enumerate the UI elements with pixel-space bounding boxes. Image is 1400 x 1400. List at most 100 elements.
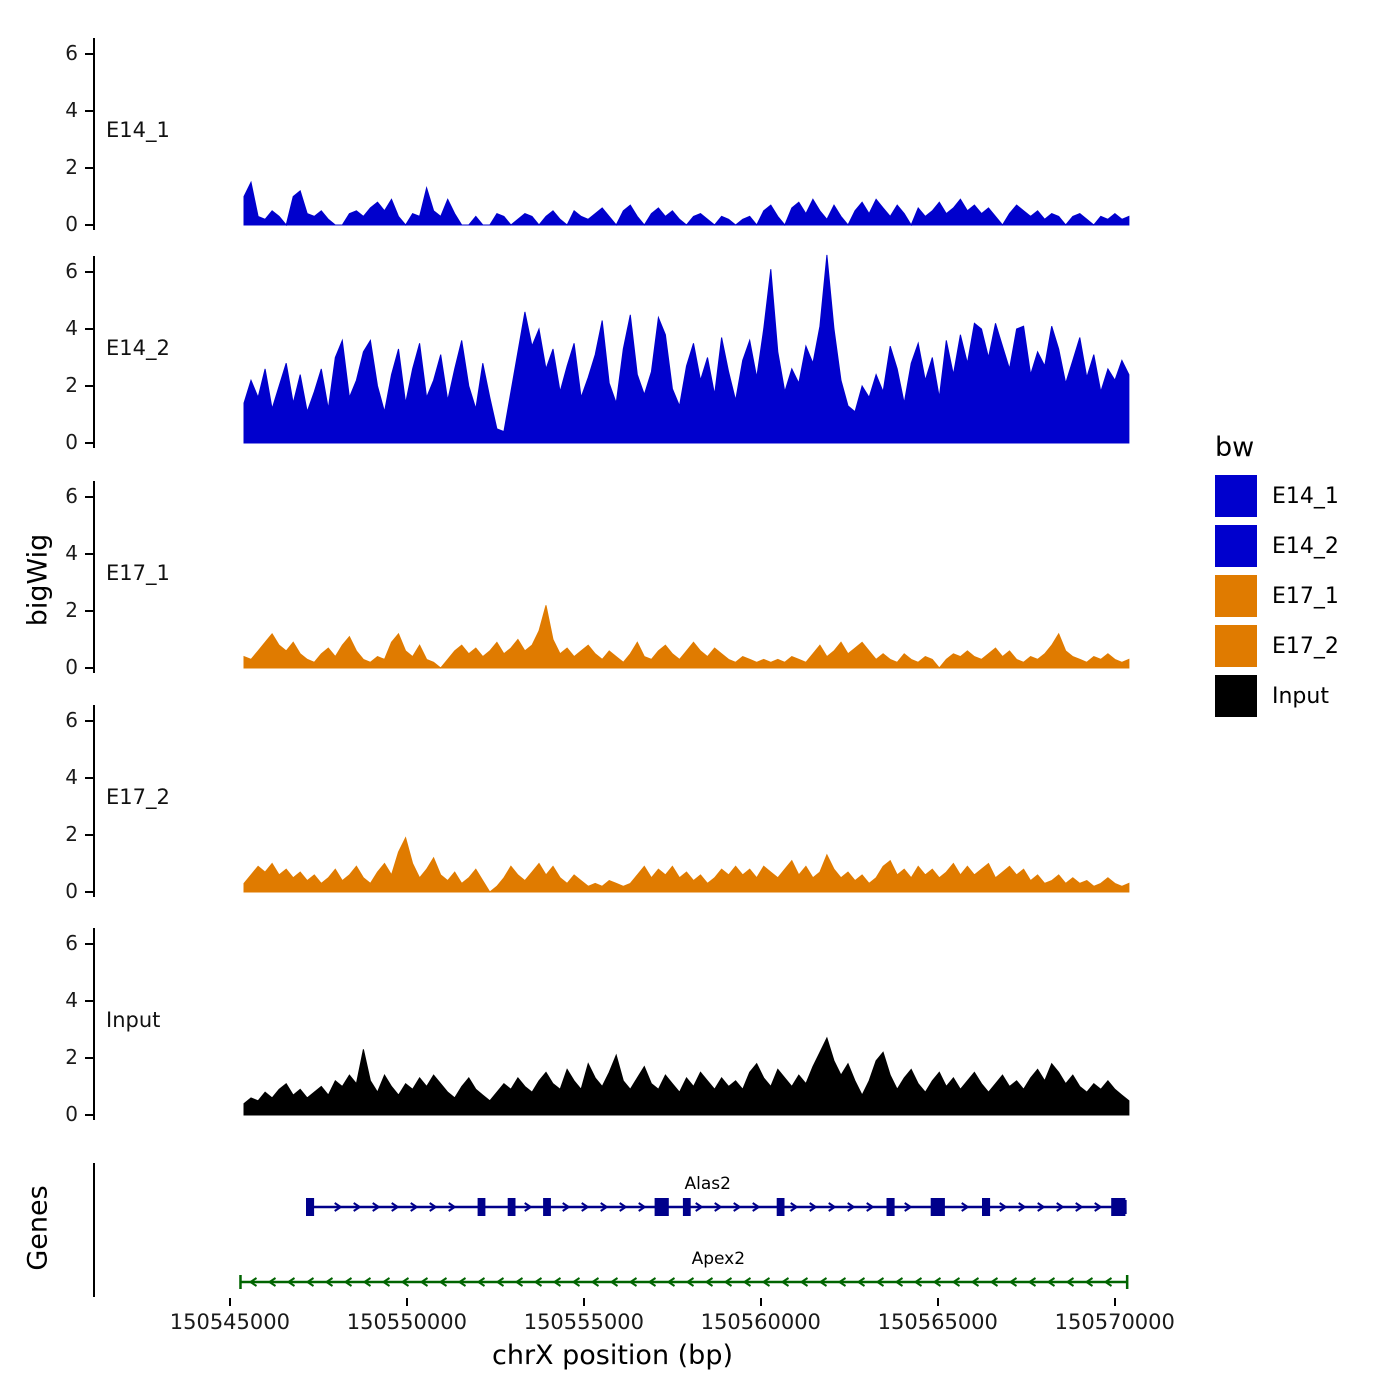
y-axis-line bbox=[93, 38, 95, 230]
gene-exon bbox=[776, 1198, 785, 1216]
y-tick-mark bbox=[85, 1057, 94, 1059]
coverage-area bbox=[243, 1036, 1130, 1116]
x-tick-label: 150555000 bbox=[523, 1310, 644, 1334]
strand-arrow-icon bbox=[932, 1277, 942, 1287]
y-tick-label: 2 bbox=[65, 822, 78, 846]
x-tick-mark bbox=[759, 1298, 762, 1306]
y-tick-mark bbox=[85, 1000, 94, 1002]
strand-arrow-icon bbox=[324, 1277, 334, 1287]
gene-model-Apex2: Apex2 bbox=[239, 1249, 1129, 1289]
y-tick-mark bbox=[85, 610, 94, 612]
track-plot-E17_2 bbox=[243, 836, 1130, 893]
strand-arrow-icon bbox=[524, 1202, 533, 1212]
y-tick-label: 6 bbox=[65, 708, 78, 732]
strand-arrow-icon bbox=[723, 1277, 733, 1287]
strand-arrow-icon bbox=[1018, 1202, 1027, 1212]
strand-arrow-icon bbox=[372, 1202, 381, 1212]
strand-arrow-icon bbox=[514, 1277, 524, 1287]
y-tick-label: 6 bbox=[65, 41, 78, 65]
strand-arrow-icon bbox=[343, 1277, 353, 1287]
strand-arrow-icon bbox=[419, 1277, 429, 1287]
gene-exon bbox=[886, 1198, 895, 1216]
strand-arrow-icon bbox=[1094, 1202, 1103, 1212]
strand-arrow-icon bbox=[704, 1277, 714, 1287]
y-tick-label: 0 bbox=[65, 430, 78, 454]
strand-arrow-icon bbox=[1065, 1277, 1075, 1287]
x-tick-label: 150545000 bbox=[169, 1310, 290, 1334]
strand-arrow-icon bbox=[685, 1277, 695, 1287]
y-tick-mark bbox=[85, 53, 94, 55]
strand-arrow-icon bbox=[666, 1277, 676, 1287]
strand-arrow-icon bbox=[495, 1277, 505, 1287]
legend-swatch-Input bbox=[1215, 675, 1257, 717]
y-tick-mark bbox=[85, 553, 94, 555]
y-tick-mark bbox=[85, 891, 94, 893]
x-tick-label: 150570000 bbox=[1054, 1310, 1175, 1334]
legend-label: E17_2 bbox=[1272, 634, 1339, 659]
y-tick-label: 6 bbox=[65, 931, 78, 955]
coverage-area bbox=[243, 254, 1130, 444]
strand-arrow-icon bbox=[913, 1277, 923, 1287]
strand-arrow-icon bbox=[733, 1202, 742, 1212]
gene-exon bbox=[930, 1198, 945, 1216]
strand-arrow-icon bbox=[951, 1277, 961, 1287]
strand-arrow-icon bbox=[856, 1277, 866, 1287]
strand-arrow-icon bbox=[837, 1277, 847, 1287]
legend-title: bw bbox=[1215, 432, 1255, 463]
track-plot-E14_2 bbox=[243, 254, 1130, 444]
strand-arrow-icon bbox=[581, 1202, 590, 1212]
strand-arrow-icon bbox=[533, 1277, 543, 1287]
y-tick-label: 2 bbox=[65, 598, 78, 622]
coverage-area bbox=[243, 836, 1130, 893]
strand-arrow-icon bbox=[381, 1277, 391, 1287]
track-label: E17_1 bbox=[106, 561, 170, 585]
strand-arrow-icon bbox=[1103, 1277, 1113, 1287]
y-tick-mark bbox=[85, 667, 94, 669]
strand-arrow-icon bbox=[714, 1202, 723, 1212]
strand-arrow-icon bbox=[476, 1277, 486, 1287]
y-axis-line bbox=[93, 705, 95, 897]
strand-arrow-icon bbox=[429, 1202, 438, 1212]
strand-arrow-icon bbox=[1046, 1277, 1056, 1287]
legend-label: Input bbox=[1272, 684, 1329, 709]
strand-arrow-icon bbox=[695, 1202, 704, 1212]
y-tick-label: 6 bbox=[65, 259, 78, 283]
strand-arrow-icon bbox=[609, 1277, 619, 1287]
strand-arrow-icon bbox=[362, 1277, 372, 1287]
strand-arrow-icon bbox=[400, 1277, 410, 1287]
track-label: E14_1 bbox=[106, 118, 170, 142]
y-tick-label: 2 bbox=[65, 155, 78, 179]
legend-swatch-E14_1 bbox=[1215, 475, 1257, 517]
strand-arrow-icon bbox=[286, 1277, 296, 1287]
strand-arrow-icon bbox=[1008, 1277, 1018, 1287]
legend-label: E14_2 bbox=[1272, 534, 1339, 559]
y-tick-mark bbox=[85, 943, 94, 945]
y-tick-label: 2 bbox=[65, 373, 78, 397]
strand-arrow-icon bbox=[391, 1202, 400, 1212]
strand-arrow-icon bbox=[457, 1277, 467, 1287]
x-tick-mark bbox=[228, 1298, 231, 1306]
legend-label: E17_1 bbox=[1272, 584, 1339, 609]
gene-exon bbox=[477, 1198, 486, 1216]
gene-exon bbox=[306, 1198, 315, 1216]
gene-exon bbox=[1111, 1198, 1126, 1216]
legend-label: E14_1 bbox=[1272, 484, 1339, 509]
track-plot-E14_1 bbox=[243, 180, 1130, 227]
y-tick-label: 0 bbox=[65, 212, 78, 236]
y-tick-label: 0 bbox=[65, 879, 78, 903]
strand-arrow-icon bbox=[790, 1202, 799, 1212]
y-tick-mark bbox=[85, 224, 94, 226]
x-tick-label: 150565000 bbox=[877, 1310, 998, 1334]
y-tick-label: 0 bbox=[65, 1102, 78, 1126]
y-tick-mark bbox=[85, 110, 94, 112]
x-axis-title: chrX position (bp) bbox=[491, 1340, 733, 1371]
y-tick-mark bbox=[85, 1114, 94, 1116]
y-axis-line bbox=[93, 481, 95, 673]
track-label: E14_2 bbox=[106, 336, 170, 360]
track-label: E17_2 bbox=[106, 785, 170, 809]
track-label: Input bbox=[106, 1008, 161, 1032]
strand-arrow-icon bbox=[600, 1202, 609, 1212]
strand-arrow-icon bbox=[638, 1202, 647, 1212]
strand-arrow-icon bbox=[780, 1277, 790, 1287]
y-tick-label: 4 bbox=[65, 316, 78, 340]
